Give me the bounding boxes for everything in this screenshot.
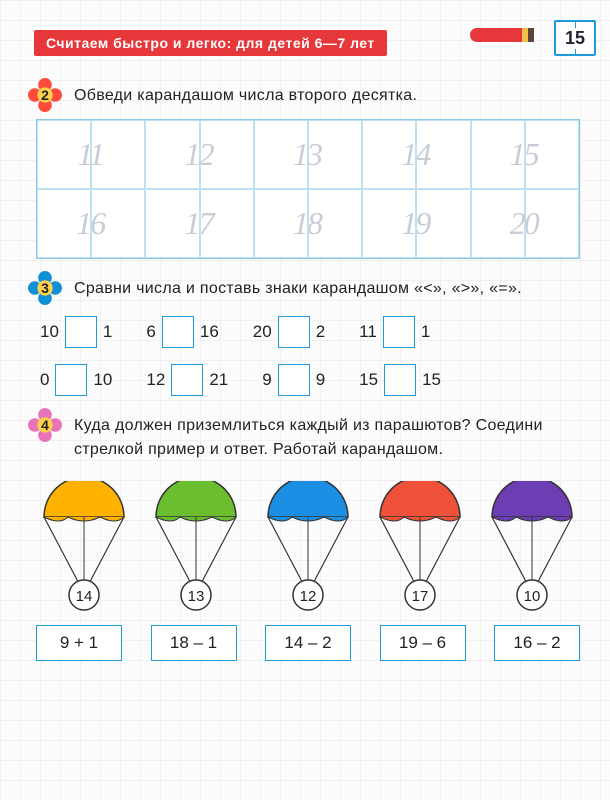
compare-a: 0: [40, 370, 49, 390]
compare-b: 1: [103, 322, 112, 342]
compare-b: 1: [421, 322, 430, 342]
trace-cell: [525, 189, 579, 258]
compare-b: 9: [316, 370, 325, 390]
compare-item: 0 10: [40, 364, 112, 396]
task-3-text: Сравни числа и поставь знаки карандашом …: [74, 277, 582, 302]
svg-text:17: 17: [412, 588, 429, 605]
compare-box[interactable]: [171, 364, 203, 396]
svg-text:13: 13: [188, 588, 205, 605]
trace-cell: 15: [471, 120, 525, 189]
compare-box[interactable]: [55, 364, 87, 396]
task-4-text: Куда должен приземлиться каждый из параш…: [74, 414, 582, 464]
compare-b: 2: [316, 322, 325, 342]
compare-box[interactable]: [278, 316, 310, 348]
compare-b: 21: [209, 370, 228, 390]
trace-cell: 18: [254, 189, 308, 258]
expression-box: 16 – 2: [494, 625, 580, 661]
page-number-badge: 15: [554, 20, 596, 56]
compare-item: 20 2: [253, 316, 325, 348]
expression-box: 9 + 1: [36, 625, 122, 661]
svg-text:14: 14: [76, 588, 93, 605]
compare-a: 15: [359, 370, 378, 390]
compare-box[interactable]: [65, 316, 97, 348]
compare-row: 0101221991515: [40, 364, 582, 396]
trace-cell: 17: [145, 189, 199, 258]
trace-cell: [308, 120, 362, 189]
compare-item: 99: [262, 364, 325, 396]
parachute: 13: [148, 481, 244, 611]
compare-exercises: 1016162021110101221991515: [40, 316, 582, 396]
compare-b: 15: [422, 370, 441, 390]
parachute: 10: [484, 481, 580, 611]
compare-box[interactable]: [383, 316, 415, 348]
trace-cell: 11: [37, 120, 91, 189]
compare-box[interactable]: [162, 316, 194, 348]
compare-a: 9: [262, 370, 271, 390]
trace-cell: [416, 120, 470, 189]
compare-a: 6: [146, 322, 155, 342]
task-2: 2 Обведи карандашом числа второго десятк…: [34, 84, 582, 259]
compare-row: 101616202111: [40, 316, 582, 348]
header-title: Считаем быстро и легко: для детей 6—7 ле…: [34, 30, 387, 56]
compare-item: 10 1: [40, 316, 112, 348]
trace-cell: [200, 189, 254, 258]
expression-box: 19 – 6: [380, 625, 466, 661]
parachute: 14: [36, 481, 132, 611]
compare-a: 10: [40, 322, 59, 342]
compare-b: 16: [200, 322, 219, 342]
trace-cell: 16: [37, 189, 91, 258]
trace-cell: [91, 189, 145, 258]
expression-row: 9 + 1 18 – 1 14 – 2 19 – 6 16 – 2: [36, 625, 580, 661]
svg-text:10: 10: [524, 588, 541, 605]
task-2-badge: 2: [28, 78, 62, 112]
task-3-number: 3: [28, 271, 62, 305]
compare-a: 20: [253, 322, 272, 342]
trace-cell: [308, 189, 362, 258]
task-4: 4 Куда должен приземлиться каждый из пар…: [34, 414, 582, 662]
task-4-number: 4: [28, 408, 62, 442]
compare-item: 12 21: [146, 364, 228, 396]
compare-item: 1515: [359, 364, 441, 396]
task-2-text: Обведи карандашом числа второго десятка.: [74, 84, 582, 109]
compare-box[interactable]: [384, 364, 416, 396]
compare-box[interactable]: [278, 364, 310, 396]
trace-cell: 12: [145, 120, 199, 189]
task-3: 3 Сравни числа и поставь знаки карандашо…: [34, 277, 582, 396]
trace-cell: 20: [471, 189, 525, 258]
compare-item: 6 16: [146, 316, 218, 348]
tracing-grid: 11 12 13 14 15 16 17 18 19 20: [36, 119, 580, 259]
trace-cell: [416, 189, 470, 258]
compare-a: 12: [146, 370, 165, 390]
parachute-row: 14 13 12 17 10: [36, 481, 580, 611]
svg-text:12: 12: [300, 588, 317, 605]
trace-cell: 13: [254, 120, 308, 189]
task-4-badge: 4: [28, 408, 62, 442]
page-number: 15: [564, 28, 586, 49]
pencil-icon: [470, 28, 534, 42]
task-2-number: 2: [28, 78, 62, 112]
task-3-badge: 3: [28, 271, 62, 305]
trace-cell: [91, 120, 145, 189]
expression-box: 18 – 1: [151, 625, 237, 661]
parachute: 17: [372, 481, 468, 611]
compare-a: 11: [359, 322, 377, 342]
expression-box: 14 – 2: [265, 625, 351, 661]
compare-b: 10: [93, 370, 112, 390]
trace-cell: [200, 120, 254, 189]
parachute: 12: [260, 481, 356, 611]
trace-cell: 14: [362, 120, 416, 189]
compare-item: 111: [359, 316, 430, 348]
trace-cell: [525, 120, 579, 189]
trace-cell: 19: [362, 189, 416, 258]
